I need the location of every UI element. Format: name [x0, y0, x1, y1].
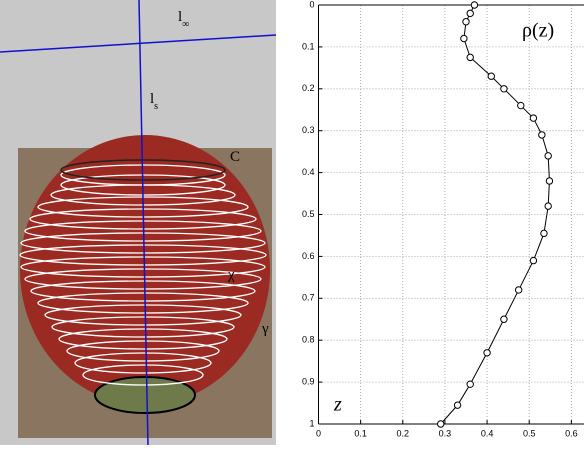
point	[545, 153, 551, 159]
point	[467, 54, 473, 60]
y-tick-label: 0.7	[302, 293, 315, 303]
y-tick-label: 0.5	[302, 209, 315, 219]
y-tick-label: 0.4	[302, 167, 315, 177]
y-axis-label: z	[333, 394, 342, 416]
photo-panel	[0, 0, 276, 445]
x-tick-label: 0.4	[481, 428, 494, 438]
point	[541, 230, 547, 236]
plot: 0 0.1 0.2 0.3 0.4 0.5 0.6 0 0.1 0.2 0.3 0.4 0.5 0.6 0.…	[302, 0, 584, 438]
point	[518, 102, 524, 108]
point	[471, 2, 477, 8]
point	[438, 421, 444, 427]
figure: 0 0.1 0.2 0.3 0.4 0.5 0.6 0 0.1 0.2 0.3 0.4 0.5 0.6 0.…	[0, 0, 584, 445]
point	[467, 381, 473, 387]
y-tick-label: 0.9	[302, 376, 315, 386]
point	[501, 86, 507, 92]
point	[501, 316, 507, 322]
annotation: C	[230, 149, 240, 165]
annotation-text: χ	[227, 267, 235, 283]
annotation: χ	[227, 267, 235, 283]
annotation-text: γ	[261, 321, 269, 337]
point	[539, 132, 545, 138]
x-tick-label: 0.5	[523, 428, 536, 438]
x-tick-label: 0.3	[439, 428, 452, 438]
x-tick-label: 0.1	[354, 428, 367, 438]
point	[515, 287, 521, 293]
series-label: ρ(z)	[522, 20, 554, 42]
point	[488, 73, 494, 79]
annotation-sub: ∞	[182, 19, 189, 30]
point	[545, 203, 551, 209]
point	[530, 115, 536, 121]
y-tick-label: 0.2	[302, 83, 315, 93]
point	[461, 35, 467, 41]
point	[484, 350, 490, 356]
y-tick-label: 1	[309, 418, 314, 428]
page: {"image_labels": [{"text": "l", "sub": "…	[0, 0, 584, 450]
x-tick-label: 0.2	[397, 428, 410, 438]
x-tick-label: 0	[316, 428, 321, 438]
annotation-text: C	[230, 149, 240, 165]
y-tick-label: 0.3	[302, 125, 315, 135]
x-tick-label: 0.6	[565, 428, 578, 438]
annotation: γ	[261, 321, 269, 337]
point	[467, 10, 473, 16]
point	[454, 402, 460, 408]
y-tick-label: 0.6	[302, 251, 315, 261]
point	[463, 19, 469, 25]
point	[546, 178, 552, 184]
annotation-sub: s	[154, 101, 158, 112]
point	[530, 257, 536, 263]
y-tick-label: 0.8	[302, 335, 315, 345]
y-tick-label: 0	[309, 0, 314, 9]
y-tick-label: 0.1	[302, 41, 315, 51]
